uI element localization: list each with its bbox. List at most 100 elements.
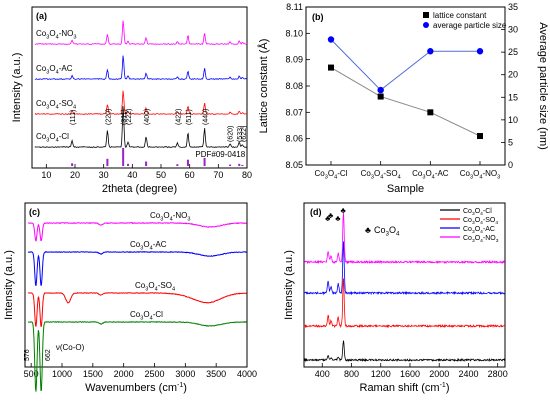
panel-label: (b) bbox=[312, 12, 324, 22]
x-tick-label: 80 bbox=[242, 170, 252, 180]
x-tick-label: 2000 bbox=[429, 369, 449, 379]
x-tick-label: 3500 bbox=[206, 369, 226, 379]
ftir-series-line bbox=[27, 251, 247, 287]
plot-frame bbox=[305, 6, 506, 166]
legend-label: lattice constant bbox=[433, 11, 487, 20]
peak-label: (220) bbox=[105, 109, 112, 125]
x-tick-label: 10 bbox=[41, 170, 51, 180]
xrd-series-line bbox=[34, 55, 248, 80]
series-label: Co3O4-AC bbox=[130, 240, 167, 251]
legend-label: average particle size bbox=[433, 21, 507, 30]
ftir-series-line bbox=[27, 320, 247, 392]
y-tick-label: 8.06 bbox=[285, 134, 303, 144]
series-label: Co3O4-NO3 bbox=[36, 29, 77, 40]
panel-b: 8.05 8.06 8.07 8.08 8.09 8.10 8.11 0 5 10 15 20 25 30… bbox=[257, 2, 549, 195]
raman-series-line bbox=[303, 278, 506, 329]
peak-label: (622) bbox=[241, 126, 248, 142]
x-tick-label: 40 bbox=[127, 170, 137, 180]
series-label: Co3O4-SO4 bbox=[135, 281, 175, 292]
peak-label: (311) bbox=[121, 109, 128, 125]
series-label: Co3O4-NO3 bbox=[150, 211, 191, 222]
marker-legend-label: Co3O4 bbox=[374, 225, 400, 238]
x-tick-label: 3000 bbox=[175, 369, 195, 379]
y-axis-label: Intensity (a.u.) bbox=[283, 250, 295, 320]
x-tick-label: 1200 bbox=[371, 369, 391, 379]
data-point bbox=[427, 109, 434, 116]
y-tick-label: 8.09 bbox=[285, 55, 303, 65]
panel-d: 400 800 1200 1600 2000 2400 2800 Raman shift (c… bbox=[283, 202, 508, 394]
peak-annotation: 576 bbox=[24, 349, 31, 361]
x-tick-label: Co3O4-AC bbox=[412, 169, 449, 180]
y2-tick-label: 15 bbox=[508, 92, 518, 102]
series-label: Co3O4-Cl bbox=[36, 132, 69, 143]
data-point bbox=[328, 64, 334, 71]
y2-axis-label: Average particle size (nm) bbox=[537, 22, 549, 150]
legend-marker bbox=[423, 12, 429, 18]
panel-label: (a) bbox=[36, 11, 47, 21]
x-tick-label: 500 bbox=[24, 369, 39, 379]
x-tick-label: 400 bbox=[315, 369, 330, 379]
x-axis-label: Sample bbox=[387, 183, 424, 195]
peak-label: (511) bbox=[186, 109, 193, 125]
peak-label: (533) bbox=[237, 126, 244, 142]
reference-label: PDF#09-0418 bbox=[195, 150, 245, 159]
xrd-series-line bbox=[34, 20, 248, 45]
raman-series-line bbox=[303, 212, 506, 265]
peak-annotation: ν(Co-O) bbox=[56, 343, 85, 352]
y2-tick-label: 35 bbox=[508, 2, 518, 12]
y-axis-label: Lattice constant (Å) bbox=[257, 39, 270, 134]
peak-label: (222) bbox=[126, 109, 133, 125]
x-tick-label: Co3O4-Cl bbox=[315, 169, 348, 180]
legend-label: Co3O4-AC bbox=[463, 226, 495, 235]
x-axis-label: 2theta (degree) bbox=[102, 183, 177, 195]
x-tick-label: 30 bbox=[99, 170, 109, 180]
x-tick-label: 50 bbox=[156, 170, 166, 180]
ftir-series-line bbox=[27, 292, 247, 327]
data-point bbox=[327, 36, 335, 43]
series-label: Co3O4-AC bbox=[36, 64, 73, 75]
series-label: Co3O4-Cl bbox=[130, 310, 163, 321]
x-tick-label: 70 bbox=[213, 170, 223, 180]
y-tick-label: 8.10 bbox=[285, 28, 303, 38]
x-tick-label: 2400 bbox=[458, 369, 478, 379]
data-point bbox=[427, 48, 434, 55]
data-point bbox=[377, 93, 384, 100]
plot-frame bbox=[31, 6, 248, 169]
xrd-series-line bbox=[34, 90, 248, 115]
data-point bbox=[476, 48, 484, 55]
panel-label: (c) bbox=[29, 207, 40, 217]
panel-label: (d) bbox=[310, 207, 322, 217]
marker-legend-symbol: ♣ bbox=[365, 225, 371, 235]
peak-marker: ♣ bbox=[328, 211, 334, 220]
peak-annotation: 662 bbox=[45, 349, 52, 361]
peak-label: (620) bbox=[228, 126, 235, 142]
peak-marker: ♣ bbox=[325, 214, 331, 223]
plot-frame bbox=[303, 202, 506, 368]
y-tick-label: 8.11 bbox=[286, 2, 303, 12]
x-axis-label: Raman shift (cm-1) bbox=[360, 382, 450, 394]
ftir-series-line bbox=[27, 221, 247, 242]
x-tick-label: 60 bbox=[185, 170, 195, 180]
y2-tick-label: 25 bbox=[508, 47, 518, 57]
peak-label: (440) bbox=[203, 109, 210, 125]
y2-tick-label: 10 bbox=[508, 115, 518, 125]
x-tick-label: 20 bbox=[70, 170, 80, 180]
peak-label: (422) bbox=[175, 109, 182, 125]
raman-series-line bbox=[303, 340, 506, 363]
x-tick-label: 1600 bbox=[400, 369, 420, 379]
series-line bbox=[330, 67, 481, 137]
peak-marker: ♣ bbox=[335, 214, 341, 223]
series-line bbox=[330, 39, 480, 91]
x-tick-label: 2500 bbox=[144, 369, 164, 379]
x-tick-label: 4000 bbox=[237, 369, 257, 379]
legend-marker bbox=[423, 22, 429, 28]
x-tick-label: 2800 bbox=[488, 369, 508, 379]
legend-label: Co3O4-SO4 bbox=[463, 217, 498, 226]
y2-tick-label: 30 bbox=[508, 25, 518, 35]
xrd-series-line bbox=[34, 106, 248, 149]
y-tick-label: 8.07 bbox=[285, 107, 303, 117]
raman-series-line bbox=[303, 241, 506, 296]
legend-label: Co3O4-NO3 bbox=[463, 235, 499, 244]
peak-label: (400) bbox=[144, 109, 151, 125]
